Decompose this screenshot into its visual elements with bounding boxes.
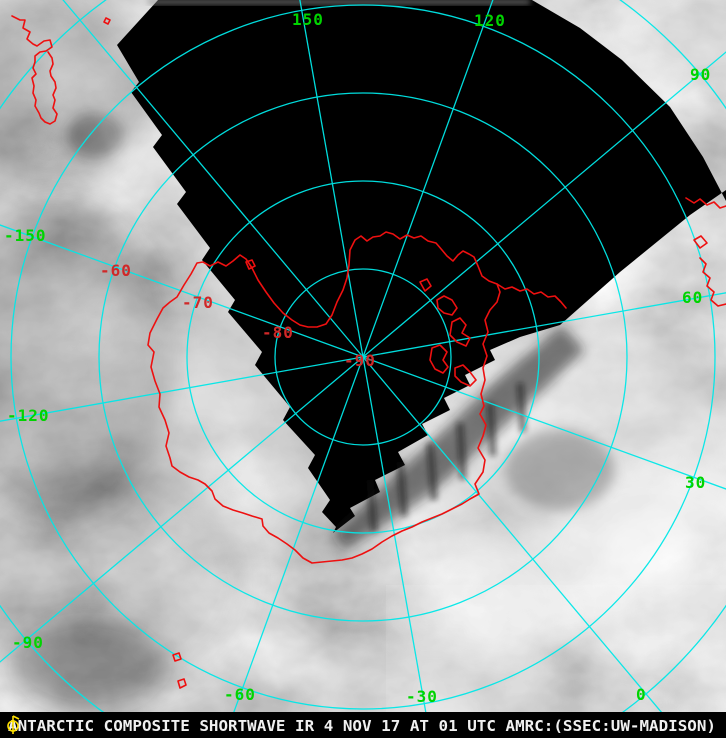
longitude-label: 150	[292, 10, 324, 29]
latitude-label: -80	[262, 323, 294, 342]
longitude-label: -150	[4, 226, 47, 245]
latitude-label: -60	[100, 261, 132, 280]
antarctica-coastline	[147, 231, 501, 564]
caption-bar: ANTARCTIC COMPOSITE SHORTWAVE IR 4 NOV 1…	[0, 712, 726, 738]
caption-background	[0, 712, 726, 738]
caption-text: ANTARCTIC COMPOSITE SHORTWAVE IR 4 NOV 1…	[8, 717, 716, 735]
longitude-label: -60	[224, 685, 256, 704]
longitude-label: 60	[682, 288, 703, 307]
coastline-overlay	[11, 15, 726, 689]
south-america-coastline	[11, 15, 58, 125]
longitude-label: -30	[406, 687, 438, 706]
latitude-labels: -60 -70 -80 -90	[100, 261, 376, 370]
missing-data-sector	[117, 0, 726, 550]
latitude-label: -70	[182, 293, 214, 312]
longitude-label: 90	[690, 65, 711, 84]
longitude-label: -90	[12, 633, 44, 652]
latitude-label: -90	[344, 351, 376, 370]
longitude-label: 120	[474, 11, 506, 30]
station-marker-icon	[7, 715, 20, 734]
longitude-label: -120	[7, 406, 50, 425]
longitude-label: 0	[636, 685, 647, 704]
longitude-labels: 150 120 90 60 30 0 -30 -60 -90 -120 -150	[4, 10, 711, 706]
longitude-label: 30	[685, 473, 706, 492]
